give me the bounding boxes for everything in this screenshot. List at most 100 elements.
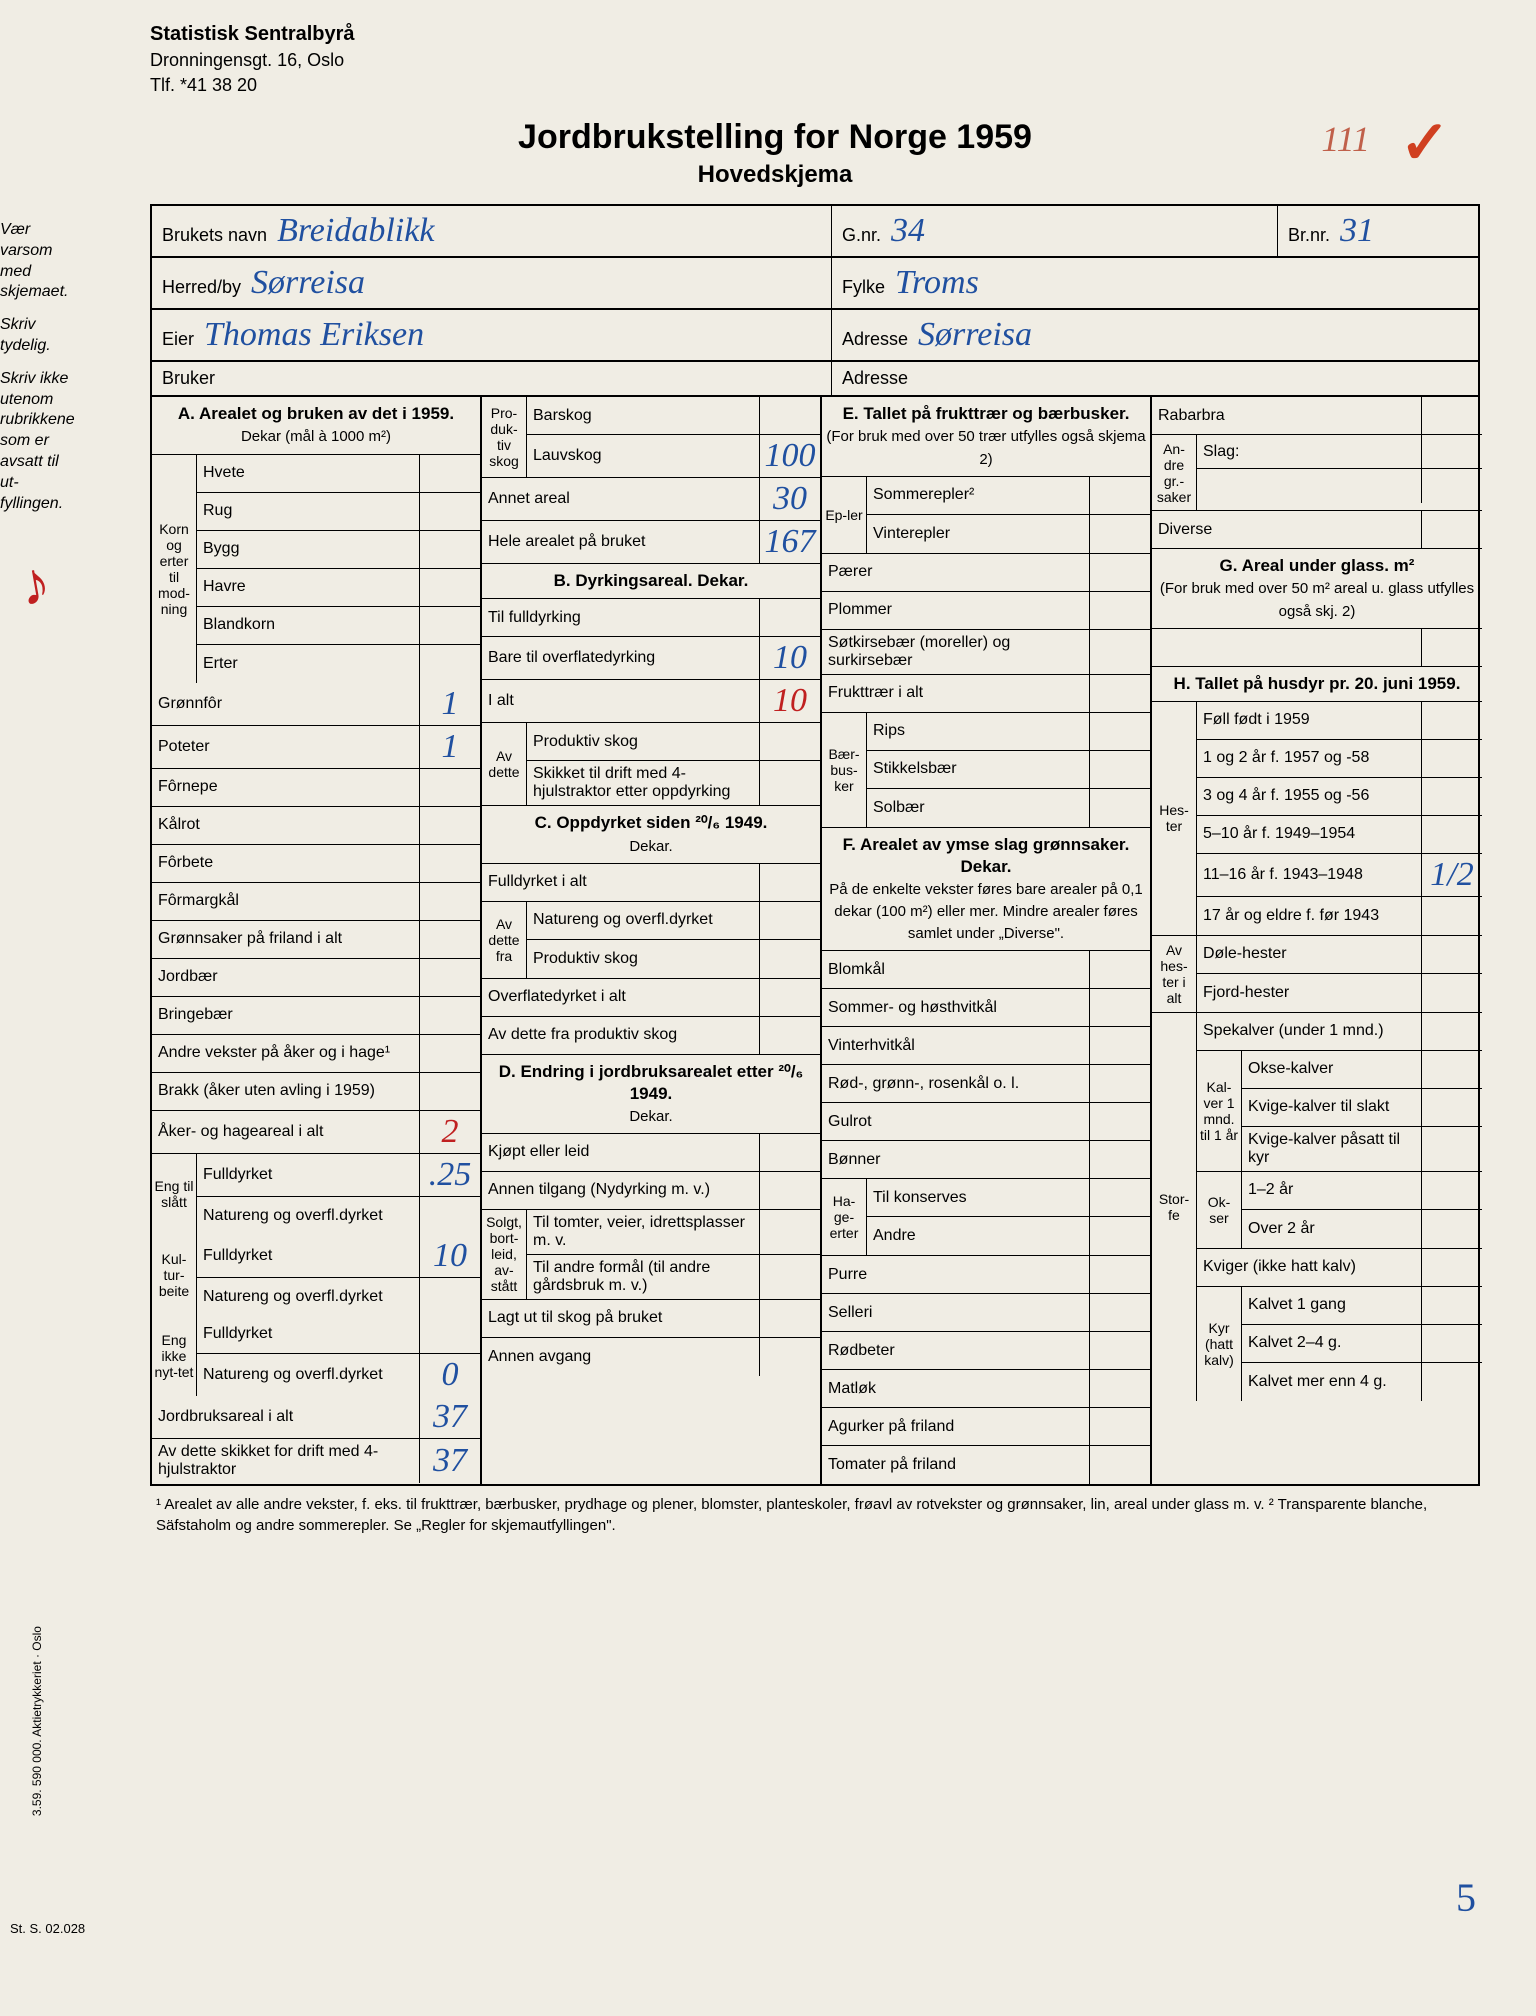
row-label: Lauvskog [527, 435, 760, 477]
row-label: Natureng og overfl.dyrket [197, 1278, 420, 1316]
row-value [420, 921, 480, 958]
row-label: 5–10 år f. 1949–1954 [1197, 816, 1422, 853]
row-value [420, 883, 480, 920]
eier-value: Thomas Eriksen [204, 316, 424, 354]
row-label: Brakk (åker uten avling i 1959) [152, 1073, 420, 1110]
kyr-group: Kyr (hatt kalv) Kalvet 1 gangKalvet 2–4 … [1197, 1287, 1482, 1401]
pen-mark-bottom: 5 [1456, 1874, 1476, 1921]
row-value: 2 [420, 1111, 480, 1153]
table-row: Søtkirsebær (moreller) og surkirsebær [822, 630, 1150, 675]
row-value [1090, 477, 1150, 514]
table-row: Poteter1 [152, 726, 480, 769]
table-row: Fôrnepe [152, 769, 480, 807]
row-value [760, 1255, 820, 1299]
section-c-title: C. Oppdyrket siden ²⁰/₆ 1949. [535, 813, 768, 832]
row-value [1090, 1256, 1150, 1293]
row-label: Barskog [527, 397, 760, 434]
row-value [1422, 702, 1482, 739]
row-value [1422, 974, 1482, 1012]
row-value: 1 [420, 726, 480, 768]
row-label: Sommer- og høsthvitkål [822, 989, 1090, 1026]
row-label: Gulrot [822, 1103, 1090, 1140]
table-row: Andre [867, 1217, 1150, 1255]
section-c-sub: Dekar. [629, 838, 672, 855]
row-value [1090, 1408, 1150, 1445]
section-a-sub: Dekar (mål à 1000 m²) [241, 428, 391, 445]
table-row: Annet areal30 [482, 478, 820, 521]
row-value: 1/2 [1422, 854, 1482, 896]
fylke-label: Fylke [842, 277, 885, 298]
row-label: Jordbruksareal i alt [152, 1396, 420, 1438]
diverse-label: Diverse [1152, 511, 1422, 548]
kyr-label: Kyr (hatt kalv) [1197, 1287, 1242, 1401]
okser-group: Ok-ser 1–2 årOver 2 år [1197, 1172, 1482, 1249]
slag-label: Slag: [1197, 435, 1422, 468]
table-row: Purre [822, 1256, 1150, 1294]
storfe-label: Stor-fe [1152, 1013, 1197, 1401]
table-row: Erter [197, 645, 480, 683]
row-value [420, 569, 480, 606]
column-a: A. Arealet og bruken av det i 1959. Deka… [152, 397, 482, 1484]
row-label: Agurker på friland [822, 1408, 1090, 1445]
row-value: 1 [420, 683, 480, 725]
row-value [1090, 1027, 1150, 1064]
kviger-value [1422, 1249, 1482, 1286]
row-label: Vinterepler [867, 515, 1090, 553]
table-row: Pærer [822, 554, 1150, 592]
row-value [1422, 1089, 1482, 1126]
table-row: Kvige-kalver til slakt [1242, 1089, 1482, 1127]
table-row: Lauvskog100 [527, 435, 820, 477]
row-label: Okse-kalver [1242, 1051, 1422, 1088]
adresse-value: Sørreisa [918, 316, 1032, 354]
org-name: Statistisk Sentralbyrå [150, 20, 1490, 48]
c-av-label: Av dette fra [482, 902, 527, 978]
row-label: Rødbeter [822, 1332, 1090, 1369]
row-value [1090, 1065, 1150, 1102]
andre-group: An-dre gr.-saker Slag: [1152, 435, 1482, 511]
header-row-4: Bruker Adresse [152, 362, 1478, 397]
row-label: Til tomter, veier, idrettsplasser m. v. [527, 1210, 760, 1254]
row-label: Fôrnepe [152, 769, 420, 806]
row-value: 10 [420, 1235, 480, 1277]
table-row: Solbær [867, 789, 1150, 827]
row-value [420, 493, 480, 530]
table-row: Av dette fra produktiv skog [482, 1017, 820, 1055]
eng-label: Eng til slått [152, 1154, 197, 1235]
table-row: Kalvet 1 gang [1242, 1287, 1482, 1325]
row-label: Produktiv skog [527, 723, 760, 760]
row-value [1090, 554, 1150, 591]
row-value [1090, 515, 1150, 553]
table-row: Kalvet mer enn 4 g. [1242, 1363, 1482, 1401]
korn-group: Korn og erter til mod-ning HveteRugByggH… [152, 455, 480, 683]
row-label: Over 2 år [1242, 1210, 1422, 1248]
row-label: Døle-hester [1197, 936, 1422, 973]
row-value [420, 1073, 480, 1110]
org-addr2: Tlf. *41 38 20 [150, 73, 1490, 98]
table-row: Av dette skikket for drift med 4-hjulstr… [152, 1439, 480, 1483]
table-row: 17 år og eldre f. før 1943 [1197, 897, 1482, 935]
kultur-group: Kul-tur-beite Fulldyrket10Natureng og ov… [152, 1235, 480, 1316]
row-label: Bringebær [152, 997, 420, 1034]
table-row: Fulldyrket.25 [197, 1154, 480, 1197]
row-value [420, 455, 480, 492]
table-row: Kalvet 2–4 g. [1242, 1325, 1482, 1363]
row-value [420, 997, 480, 1034]
row-value [1090, 1370, 1150, 1407]
row-value [1422, 1287, 1482, 1324]
row-label: Av dette fra produktiv skog [482, 1017, 760, 1054]
table-row: Døle-hester [1197, 936, 1482, 974]
b-av-group: Av dette Produktiv skogSkikket til drift… [482, 723, 820, 806]
c-av-group: Av dette fra Natureng og overfl.dyrketPr… [482, 902, 820, 979]
row-value [420, 607, 480, 644]
section-e-sub: (For bruk med over 50 trær utfylles også… [826, 428, 1145, 467]
row-label: Andre [867, 1217, 1090, 1255]
table-row: Blomkål [822, 951, 1150, 989]
form-grid: Brukets navn Breidablikk G.nr. 34 Br.nr.… [150, 204, 1480, 1486]
brukets-navn-value: Breidablikk [277, 212, 434, 250]
row-label: Føll født i 1959 [1197, 702, 1422, 739]
row-value [760, 1210, 820, 1254]
section-f-head: F. Arealet av ymse slag grønnsaker. Deka… [822, 828, 1150, 951]
table-row: Natureng og overfl.dyrket [197, 1197, 480, 1235]
side-note-1: Vær varsom med skjemaet. [0, 220, 80, 303]
row-label: Fulldyrket i alt [482, 864, 760, 901]
